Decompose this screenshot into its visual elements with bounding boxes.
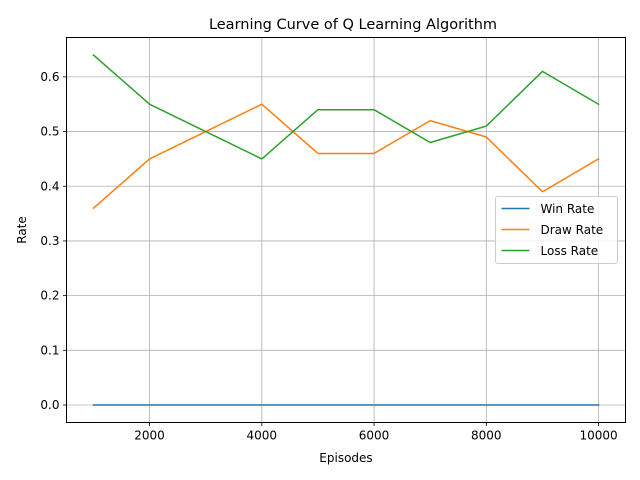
legend: Win Rate Draw Rate Loss Rate [495,196,618,264]
y-axis-label: Rate [15,216,29,244]
x-tick-label: 10000 [579,429,617,443]
y-tick-label: 0.6 [40,70,59,84]
x-tick-label: 4000 [247,429,278,443]
y-tick-label: 0.3 [40,234,59,248]
grid [66,37,626,423]
legend-label-win-rate: Win Rate [541,202,595,216]
chart-title: Learning Curve of Q Learning Algorithm [209,17,497,33]
x-axis-label: Episodes [319,451,372,465]
y-tick-label: 0.5 [40,125,59,139]
x-tick-label: 8000 [471,429,502,443]
legend-label-loss-rate: Loss Rate [541,244,599,258]
y-tick-label: 0.0 [40,398,59,412]
legend-box [495,196,618,264]
y-tick-label: 0.2 [40,289,59,303]
legend-label-draw-rate: Draw Rate [541,223,604,237]
series-group [92,53,600,406]
y-tick-label: 0.1 [40,343,59,357]
series-line-draw-rate [92,103,600,210]
axes-frame [66,37,626,423]
x-axis: 2000 4000 6000 8000 10000 [134,422,618,443]
y-axis: 0.0 0.1 0.2 0.3 0.4 0.5 0.6 [40,70,67,412]
x-tick-label: 2000 [134,429,165,443]
y-tick-label: 0.4 [40,179,59,193]
series-line-loss-rate [92,53,600,160]
x-tick-label: 6000 [359,429,390,443]
